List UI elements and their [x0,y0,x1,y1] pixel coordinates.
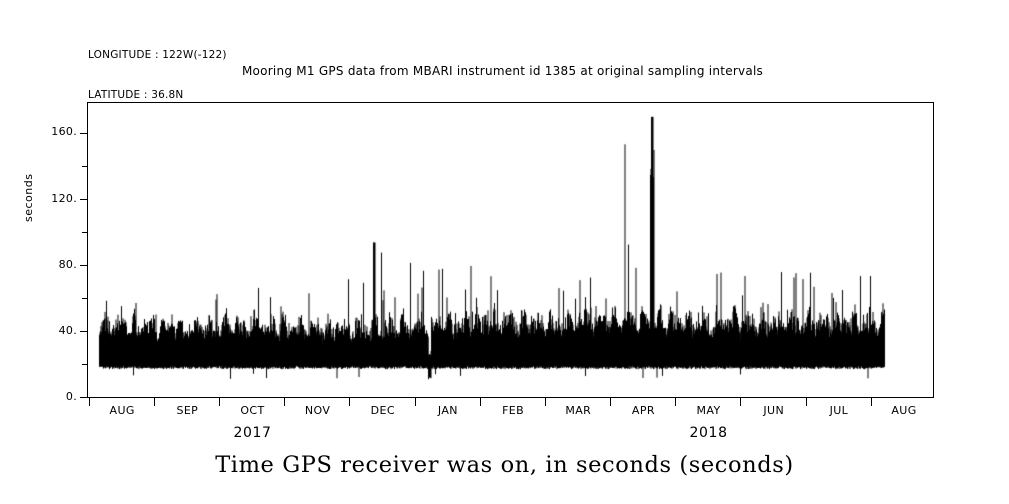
y-axis-label: seconds [22,173,35,222]
x-tick-mark [219,398,221,406]
y-tick-label: 40. [58,323,77,337]
x-tick-mark [740,398,742,406]
y-tick-label: 160. [51,125,77,139]
x-tick-label: AUG [109,404,135,417]
y-tick-major [80,132,88,134]
x-axis-year-label: 2018 [689,425,728,441]
x-tick-mark [88,398,90,406]
plot-title-text: Mooring M1 GPS data from MBARI instrumen… [241,64,764,78]
y-tick-minor [82,231,88,233]
x-tick-mark [610,398,612,406]
y-tick-minor [82,298,88,300]
x-tick-label: OCT [240,404,265,417]
x-tick-label: JUN [763,404,785,417]
x-tick-mark [805,398,807,406]
x-tick-label: DEC [370,404,395,417]
y-tick-label: 80. [58,257,77,271]
x-tick-mark [349,398,351,406]
x-tick-mark [414,398,416,406]
longitude-line: LONGITUDE : 122W(-122) [88,48,227,61]
time-series-plot [88,103,933,397]
x-tick-label: SEP [176,404,199,417]
x-tick-label: MAY [696,404,721,417]
y-tick-label: 120. [51,191,77,205]
y-tick-minor [82,364,88,366]
x-tick-mark [544,398,546,406]
plot-title: Mooring M1 GPS data from MBARI instrumen… [0,64,1009,78]
x-tick-label: JUL [829,404,849,417]
x-tick-label: JAN [437,404,458,417]
x-tick-mark [154,398,155,406]
x-tick-mark [479,398,481,406]
y-tick-major [80,331,88,333]
x-axis-year-label: 2017 [233,425,272,441]
y-tick-major [80,198,88,200]
latitude-line: LATITUDE : 36.8N [88,89,184,102]
x-tick-label: FEB [502,404,525,417]
x-tick-label: MAR [565,404,592,417]
x-tick-mark [870,398,872,406]
x-tick-label: APR [631,404,655,417]
x-tick-mark [284,398,286,406]
x-tick-mark [675,398,677,406]
x-tick-label: NOV [304,404,331,417]
y-tick-major [80,397,88,399]
y-tick-minor [82,165,88,167]
y-tick-major [80,264,88,266]
x-tick-label: AUG [891,404,917,417]
y-tick-label: 0. [65,390,77,403]
chart-caption: Time GPS receiver was on, in seconds (se… [215,452,794,478]
